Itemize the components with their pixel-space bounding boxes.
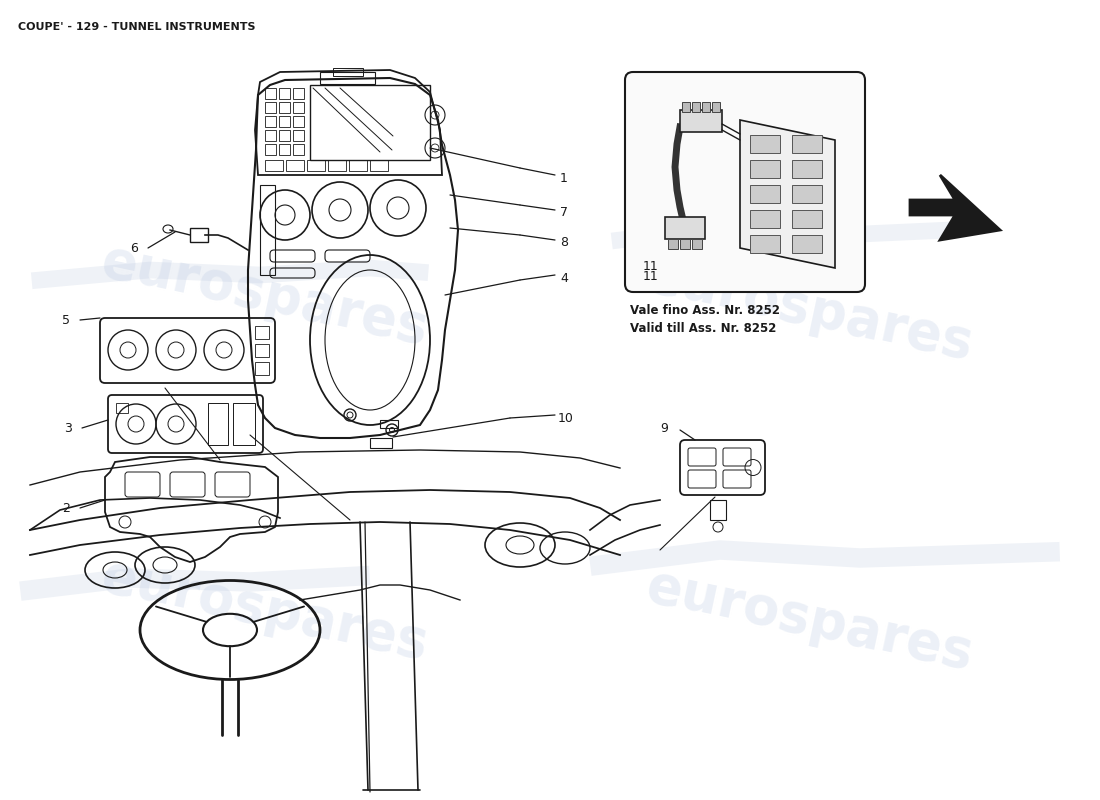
- Polygon shape: [740, 120, 835, 268]
- Bar: [255, 344, 270, 357]
- Bar: [666, 217, 705, 239]
- Text: 2: 2: [62, 502, 70, 514]
- Bar: [265, 116, 276, 127]
- Bar: [750, 160, 780, 178]
- Text: 1: 1: [560, 171, 568, 185]
- Bar: [682, 102, 690, 112]
- FancyBboxPatch shape: [625, 72, 865, 292]
- Text: 11: 11: [644, 270, 659, 283]
- Bar: [710, 500, 726, 520]
- Bar: [328, 160, 346, 171]
- Bar: [265, 88, 276, 99]
- Text: Valid till Ass. Nr. 8252: Valid till Ass. Nr. 8252: [630, 322, 777, 335]
- Bar: [310, 85, 430, 160]
- Text: 5: 5: [62, 314, 70, 326]
- Bar: [320, 72, 375, 84]
- Bar: [370, 160, 388, 171]
- Bar: [255, 362, 270, 375]
- Text: eurospares: eurospares: [97, 235, 433, 355]
- Bar: [668, 239, 678, 249]
- Bar: [279, 102, 290, 113]
- Bar: [279, 116, 290, 127]
- Text: 11: 11: [644, 260, 659, 273]
- Text: 9: 9: [660, 422, 668, 434]
- Bar: [233, 403, 255, 445]
- Bar: [265, 130, 276, 141]
- Text: 10: 10: [558, 411, 574, 425]
- Bar: [750, 135, 780, 153]
- Bar: [286, 160, 304, 171]
- Bar: [792, 160, 822, 178]
- Bar: [265, 102, 276, 113]
- Bar: [279, 88, 290, 99]
- Bar: [279, 144, 290, 155]
- Bar: [750, 185, 780, 203]
- Bar: [712, 102, 720, 112]
- Bar: [265, 160, 283, 171]
- Bar: [750, 235, 780, 253]
- Bar: [680, 239, 690, 249]
- Bar: [349, 160, 367, 171]
- Bar: [370, 438, 392, 448]
- Bar: [279, 130, 290, 141]
- Bar: [116, 403, 128, 413]
- Bar: [260, 185, 275, 275]
- Bar: [293, 102, 304, 113]
- Bar: [293, 116, 304, 127]
- Bar: [255, 326, 270, 339]
- Bar: [692, 102, 700, 112]
- Bar: [208, 403, 228, 445]
- Bar: [293, 130, 304, 141]
- Text: 4: 4: [560, 271, 568, 285]
- Bar: [792, 135, 822, 153]
- Text: eurospares: eurospares: [97, 550, 433, 670]
- Bar: [293, 144, 304, 155]
- Polygon shape: [910, 175, 1000, 240]
- Bar: [750, 210, 780, 228]
- Bar: [702, 102, 710, 112]
- Bar: [792, 210, 822, 228]
- Bar: [692, 239, 702, 249]
- Bar: [792, 185, 822, 203]
- Bar: [792, 235, 822, 253]
- Text: COUPE' - 129 - TUNNEL INSTRUMENTS: COUPE' - 129 - TUNNEL INSTRUMENTS: [18, 22, 255, 32]
- Bar: [333, 68, 363, 76]
- Text: 3: 3: [64, 422, 72, 434]
- Text: eurospares: eurospares: [641, 560, 978, 680]
- Bar: [379, 420, 398, 428]
- Text: eurospares: eurospares: [641, 250, 978, 370]
- Bar: [307, 160, 324, 171]
- Text: 8: 8: [560, 237, 568, 250]
- Bar: [190, 228, 208, 242]
- Bar: [265, 144, 276, 155]
- Text: 6: 6: [130, 242, 138, 254]
- Bar: [680, 110, 722, 132]
- Text: Vale fino Ass. Nr. 8252: Vale fino Ass. Nr. 8252: [630, 304, 780, 317]
- Text: 7: 7: [560, 206, 568, 219]
- Bar: [293, 88, 304, 99]
